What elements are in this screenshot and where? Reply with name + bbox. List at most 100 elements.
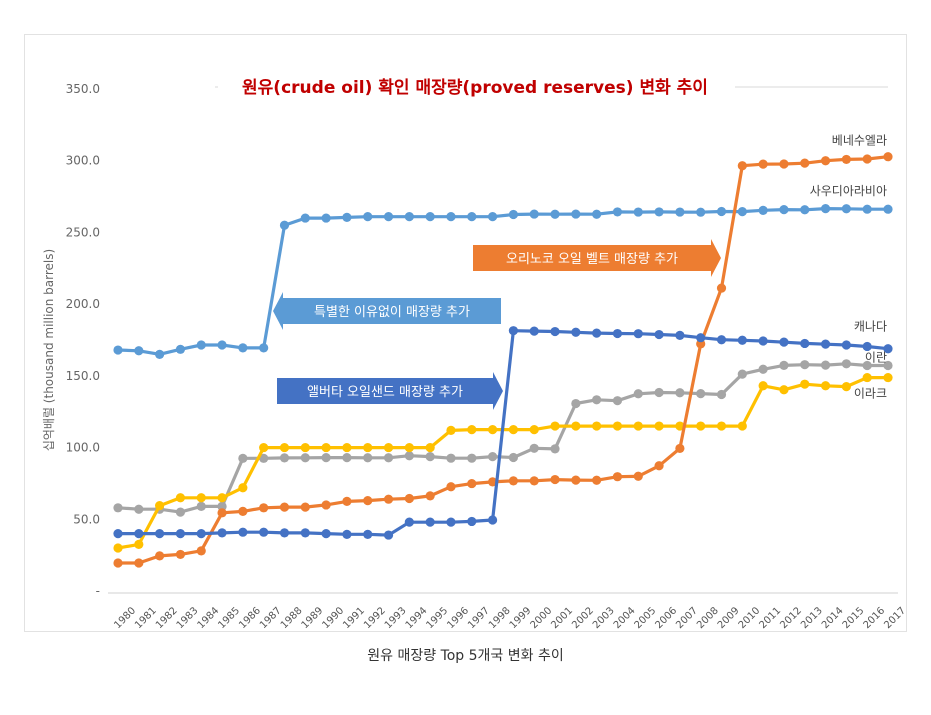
data-point <box>259 527 269 537</box>
data-point <box>342 442 352 453</box>
data-point <box>529 476 539 486</box>
data-point <box>259 453 269 463</box>
data-point <box>862 341 872 352</box>
data-point <box>300 502 310 512</box>
data-point <box>300 453 310 463</box>
chart-caption: 원유 매장량 Top 5개국 변화 추이 <box>367 648 564 664</box>
data-point <box>446 517 456 527</box>
data-point <box>841 154 851 165</box>
data-point <box>175 507 186 517</box>
data-point <box>363 496 373 506</box>
data-point <box>446 212 456 222</box>
data-point <box>279 453 290 463</box>
data-point <box>113 503 123 513</box>
x-tick-label: 1988 <box>279 605 305 631</box>
data-point <box>550 474 560 485</box>
data-point <box>737 161 747 171</box>
data-point <box>883 372 893 383</box>
x-tick-label: 2012 <box>778 605 804 631</box>
data-point <box>404 451 414 461</box>
data-point <box>571 475 581 485</box>
data-point <box>550 444 560 454</box>
data-point <box>134 529 144 539</box>
x-tick-label: 2017 <box>882 605 908 631</box>
data-point <box>363 442 373 453</box>
data-point <box>758 205 768 215</box>
data-point <box>425 491 435 501</box>
data-point <box>571 209 581 219</box>
data-point <box>592 395 602 405</box>
x-tick-label: 1986 <box>237 605 263 631</box>
data-point <box>592 209 602 219</box>
data-point <box>820 381 831 391</box>
data-point <box>800 338 810 349</box>
data-point <box>259 442 269 453</box>
x-tick-label: 1994 <box>404 605 430 631</box>
data-point <box>758 381 768 391</box>
data-point <box>737 335 747 345</box>
data-point <box>217 501 227 511</box>
x-tick-label: 2007 <box>674 605 700 631</box>
data-point <box>175 493 186 503</box>
data-point <box>800 360 810 370</box>
data-point <box>612 396 623 406</box>
data-point <box>758 364 768 374</box>
data-point <box>196 501 206 511</box>
data-point <box>446 482 456 492</box>
data-point <box>196 546 206 556</box>
series-line-1 <box>117 207 888 356</box>
data-point <box>217 493 227 503</box>
series-label: 이란 <box>865 351 887 365</box>
data-point <box>779 337 789 347</box>
data-point <box>716 206 727 217</box>
data-point <box>134 539 144 549</box>
x-tick-label: 2006 <box>653 605 679 631</box>
data-point <box>550 209 560 219</box>
x-tick-label: 1981 <box>133 605 159 631</box>
data-point <box>259 503 269 513</box>
data-point <box>820 360 831 370</box>
x-tick-label: 2011 <box>757 605 783 631</box>
data-point <box>425 452 435 462</box>
data-point <box>321 213 331 223</box>
y-tick-label: 200.0 <box>66 297 100 311</box>
x-tick-label: 1999 <box>508 605 534 631</box>
data-point <box>383 442 394 453</box>
x-tick-label: 2009 <box>716 605 742 631</box>
series-label: 이라크 <box>854 387 887 401</box>
x-tick-label: 1996 <box>445 605 471 631</box>
data-point <box>758 336 768 346</box>
x-tick-label: 2004 <box>612 605 638 631</box>
data-point <box>675 388 685 398</box>
x-tick-label: 1997 <box>466 605 492 631</box>
data-point <box>446 453 456 463</box>
data-point <box>571 327 581 337</box>
data-point <box>654 421 664 431</box>
x-tick-label: 1998 <box>487 605 513 631</box>
data-point <box>425 212 435 222</box>
x-tick-label: 2002 <box>570 605 596 631</box>
data-point <box>238 453 248 463</box>
data-point <box>841 359 851 369</box>
y-tick-label: 150.0 <box>66 369 100 383</box>
data-point <box>113 558 123 568</box>
data-point <box>675 207 685 217</box>
data-point <box>779 360 789 370</box>
data-point <box>508 425 519 435</box>
data-point <box>737 421 747 431</box>
x-tick-label: 1991 <box>341 605 367 631</box>
data-point <box>550 421 560 431</box>
data-point <box>633 207 643 217</box>
data-point <box>300 213 310 223</box>
data-point <box>612 421 623 431</box>
x-tick-label: 2003 <box>591 605 617 631</box>
data-point <box>404 442 414 453</box>
x-tick-label: 1990 <box>320 605 346 631</box>
x-tick-label: 1995 <box>425 605 451 631</box>
line-chart: 원유(crude oil) 확인 매장량(proved reserves) 변화… <box>42 78 908 631</box>
data-point <box>487 515 498 525</box>
annotation-text: 특별한 이유없이 매장량 추가 <box>314 305 470 320</box>
data-point <box>800 205 810 215</box>
data-point <box>134 504 144 514</box>
data-point <box>883 344 893 354</box>
